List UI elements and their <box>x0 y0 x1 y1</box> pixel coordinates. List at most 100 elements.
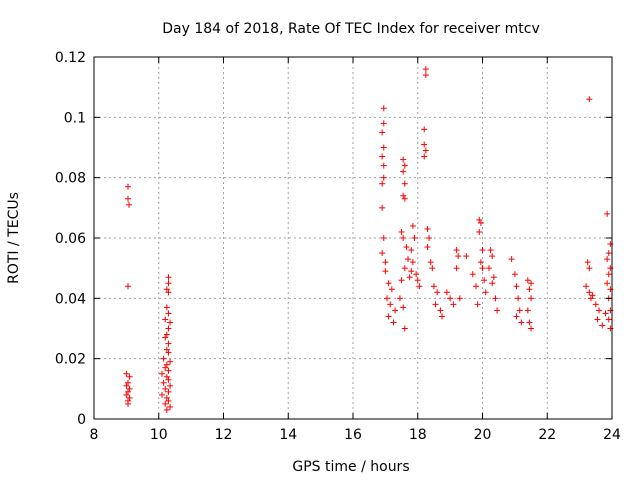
data-point <box>401 180 408 187</box>
data-point <box>605 271 612 278</box>
data-point <box>473 283 480 290</box>
y-tick-label: 0.06 <box>55 231 86 247</box>
data-point <box>165 325 172 332</box>
chart-title: Day 184 of 2018, Rate Of TEC Index for r… <box>162 21 539 37</box>
data-point <box>163 286 170 293</box>
data-point <box>165 397 172 404</box>
data-point <box>443 289 450 296</box>
data-point <box>167 382 174 389</box>
data-point <box>165 340 172 347</box>
data-point <box>411 235 418 241</box>
data-point <box>413 271 420 278</box>
data-point <box>409 259 416 266</box>
data-point <box>450 301 457 308</box>
data-point <box>123 370 130 377</box>
data-point <box>163 406 170 413</box>
x-tick-label: 8 <box>90 427 99 443</box>
data-point <box>586 96 593 103</box>
data-point <box>406 274 413 281</box>
data-point <box>401 195 408 202</box>
data-point <box>165 349 172 356</box>
data-point <box>162 385 169 392</box>
y-tick-label: 0.1 <box>64 110 86 126</box>
data-point <box>508 256 515 263</box>
data-point <box>604 256 611 263</box>
data-point <box>409 222 416 229</box>
y-tick-label: 0.02 <box>55 352 86 368</box>
data-point <box>163 304 170 311</box>
data-point <box>160 379 167 386</box>
data-point <box>400 156 407 163</box>
data-point <box>382 268 389 275</box>
data-point <box>516 307 523 314</box>
data-point <box>479 247 486 254</box>
data-point <box>587 295 594 302</box>
data-point <box>594 316 601 323</box>
data-point <box>414 277 421 284</box>
data-point <box>163 346 170 353</box>
data-point <box>380 144 387 151</box>
data-point <box>400 235 407 241</box>
data-point <box>489 253 496 260</box>
data-point <box>526 319 533 326</box>
data-point <box>490 274 497 281</box>
data-point <box>401 162 408 169</box>
data-point <box>165 367 172 374</box>
data-point <box>476 216 483 223</box>
data-point <box>583 283 590 290</box>
data-point <box>396 295 403 302</box>
data-point <box>380 235 387 241</box>
data-point <box>380 120 387 127</box>
x-tick-label: 10 <box>150 427 168 443</box>
data-point <box>439 313 446 320</box>
data-point <box>162 316 169 323</box>
data-point <box>126 394 133 401</box>
data-point <box>513 313 520 320</box>
data-point <box>380 105 387 112</box>
data-point <box>524 277 531 284</box>
data-point <box>383 295 390 302</box>
data-point <box>477 259 484 266</box>
data-point <box>398 277 405 284</box>
data-point <box>586 289 593 296</box>
data-point <box>124 183 131 190</box>
data-point <box>421 141 428 148</box>
data-point <box>165 274 172 281</box>
data-point <box>469 271 476 278</box>
data-point <box>388 286 395 293</box>
data-point <box>422 66 429 73</box>
data-point <box>456 295 463 302</box>
data-point <box>124 379 131 386</box>
data-point <box>380 162 387 169</box>
data-point <box>479 265 486 272</box>
y-axis-label: ROTI / TECUs <box>6 192 22 284</box>
data-point <box>604 210 611 217</box>
data-point <box>162 400 169 407</box>
data-point <box>437 307 444 314</box>
data-point <box>158 391 165 398</box>
y-tick-label: 0 <box>77 412 86 428</box>
data-point <box>160 355 167 362</box>
data-point <box>379 250 386 257</box>
data-point <box>387 301 394 308</box>
data-point <box>599 322 606 329</box>
x-tick-label: 14 <box>279 427 297 443</box>
data-point <box>165 376 172 383</box>
data-point <box>481 277 488 284</box>
data-point <box>379 180 386 187</box>
data-point <box>429 265 436 272</box>
data-point <box>489 280 496 287</box>
data-point <box>422 147 429 154</box>
data-point <box>408 268 415 275</box>
data-point <box>400 168 407 175</box>
data-point <box>165 289 172 296</box>
data-point <box>476 228 483 235</box>
data-point <box>592 301 599 308</box>
data-point <box>463 253 470 260</box>
data-point <box>390 319 397 326</box>
data-point <box>421 126 428 133</box>
data-point <box>385 313 392 320</box>
data-point <box>432 301 439 308</box>
x-tick-label: 22 <box>538 427 556 443</box>
